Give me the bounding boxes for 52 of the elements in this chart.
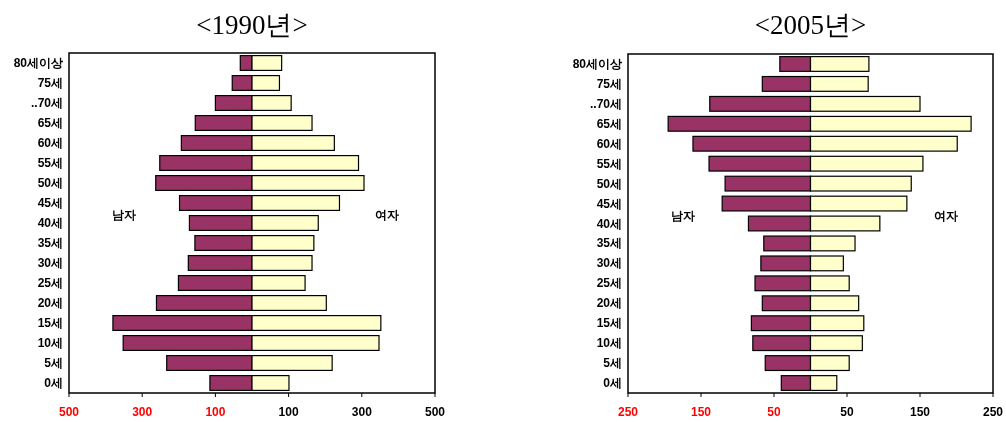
- y-tick-label: 45세: [37, 196, 63, 210]
- x-tick-label: 50: [767, 405, 781, 419]
- y-tick-label: 30세: [37, 256, 63, 270]
- x-tick-label: 500: [424, 405, 446, 419]
- x-tick-label: 150: [690, 405, 712, 419]
- text: 남자: [111, 208, 136, 222]
- y-tick-label: 20세: [596, 296, 622, 311]
- y-tick-label: 60세: [596, 136, 622, 151]
- y-tick-label: ..70세: [589, 96, 622, 111]
- x-tick-label: 500: [58, 405, 80, 419]
- y-tick-label: 5세: [603, 356, 622, 371]
- y-tick-label: ..70세: [30, 96, 63, 110]
- x-tick-label: 100: [278, 405, 299, 419]
- y-tick-label: 40세: [596, 216, 622, 231]
- text: 여자: [933, 208, 958, 223]
- y-tick-label: 10세: [596, 336, 622, 351]
- y-tick-label: 35세: [596, 236, 622, 251]
- x-tick-label: 250: [982, 405, 1004, 419]
- text: 남자: [670, 208, 695, 223]
- y-tick-label: 30세: [596, 256, 622, 271]
- chart-title: <2005년>: [754, 10, 867, 40]
- y-tick-label: 0세: [603, 376, 622, 391]
- x-tick-label: 150: [909, 405, 931, 419]
- y-tick-label: 55세: [37, 156, 63, 170]
- y-tick-label: 25세: [596, 276, 622, 291]
- y-tick-label: 50세: [596, 176, 622, 191]
- y-tick-label: 75세: [37, 76, 63, 90]
- y-tick-label: 80세이상: [13, 56, 63, 70]
- y-tick-label: 15세: [37, 316, 63, 330]
- y-tick-label: 15세: [596, 316, 622, 331]
- y-tick-label: 60세: [37, 136, 63, 150]
- x-tick-label: 300: [351, 405, 373, 419]
- y-tick-label: 0세: [44, 376, 63, 390]
- y-tick-label: 40세: [37, 216, 63, 230]
- x-tick-label: 100: [205, 405, 226, 419]
- y-tick-label: 50세: [37, 176, 63, 190]
- y-tick-label: 65세: [596, 116, 622, 131]
- y-tick-label: 55세: [596, 156, 622, 171]
- y-tick-label: 5세: [44, 356, 63, 370]
- x-tick-label: 50: [840, 405, 854, 419]
- x-tick-label: 250: [617, 405, 639, 419]
- y-tick-label: 65세: [37, 116, 63, 130]
- series-label: 여자: [375, 208, 400, 222]
- y-tick-label: 25세: [37, 276, 63, 290]
- y-tick-label: 80세이상: [572, 56, 622, 71]
- y-tick-label: 35세: [37, 236, 63, 250]
- y-tick-label: 10세: [37, 336, 63, 350]
- x-tick-label: 300: [132, 405, 153, 419]
- chart-title: <1990년>: [196, 10, 308, 40]
- y-tick-label: 75세: [596, 76, 622, 91]
- y-tick-label: 20세: [37, 296, 63, 310]
- y-tick-label: 45세: [596, 196, 622, 211]
